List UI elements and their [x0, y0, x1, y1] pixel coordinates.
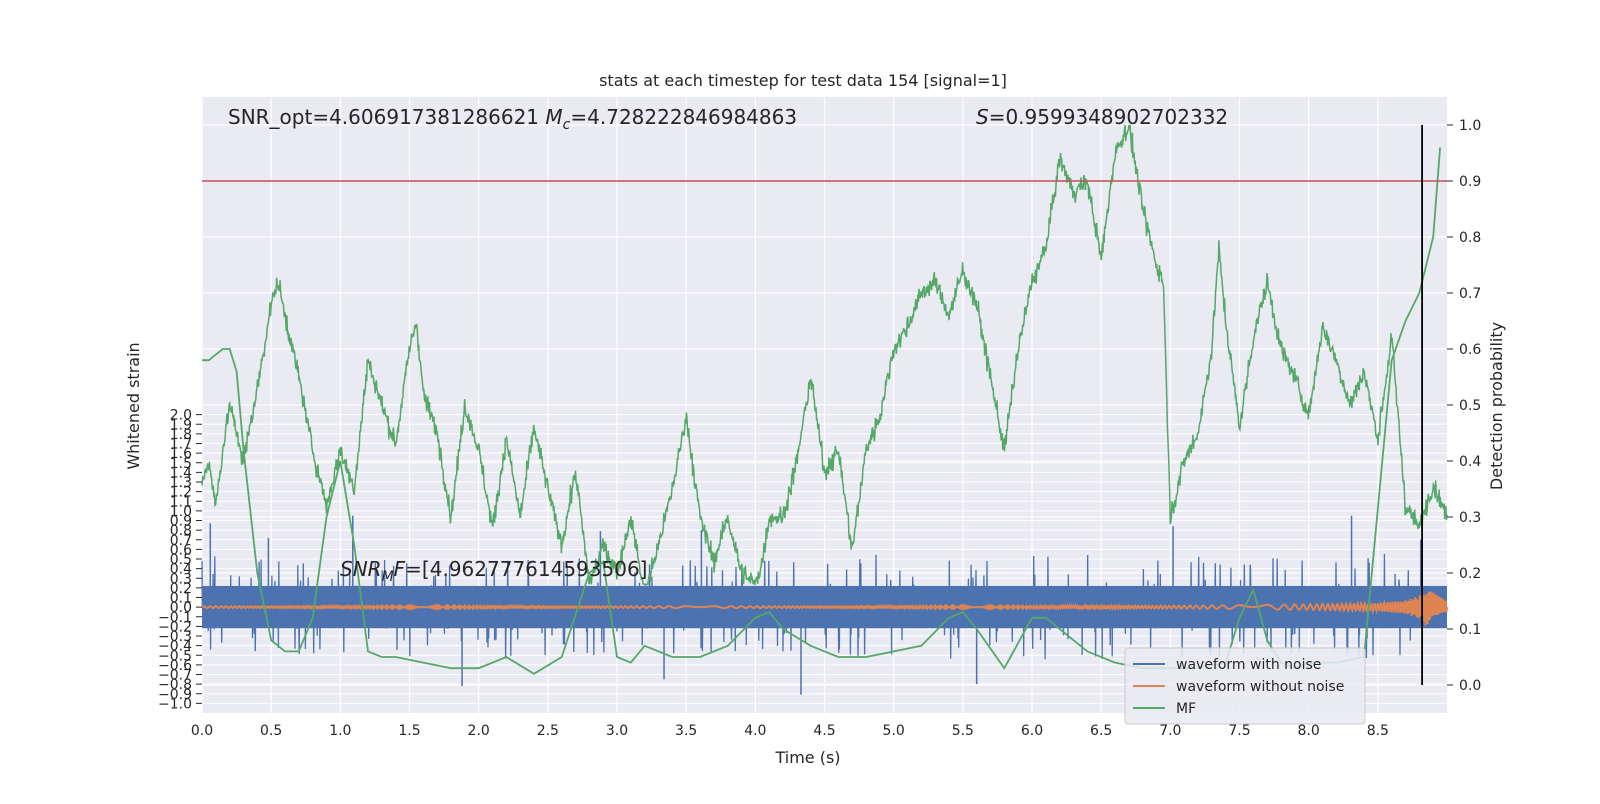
right-tick-label: 0.0 — [1459, 678, 1481, 694]
detection-probability-line — [201, 124, 1448, 588]
left-tick-label: 1.8 — [170, 427, 192, 443]
right-tick-label: 0.3 — [1459, 510, 1481, 526]
left-tick-label: 1.0 — [170, 504, 192, 520]
x-tick-label: 7.5 — [1228, 723, 1250, 739]
x-tick-label: 6.5 — [1090, 723, 1112, 739]
legend-box — [1124, 647, 1366, 725]
y-axis-left-label: Whitened strain — [124, 342, 143, 469]
annotation-snrmf-value: =[4.962777614593506] — [405, 557, 647, 581]
annotation-s-value: =0.9599348902702332 — [989, 105, 1228, 129]
legend-label-mf: MF — [1176, 701, 1196, 717]
left-tick-label: 0.0 — [170, 600, 192, 616]
axis-ticks: 0.0 0.5 1.0 1.5 2.0 2.5 3.0 3.5 4.0 4.5 5.0 5.5 6.0 6… — [158, 118, 1481, 739]
right-tick-label: 0.7 — [1459, 286, 1481, 302]
left-tick-label: 0.7 — [170, 533, 192, 549]
annotation-snrmf-sub: M — [382, 569, 394, 585]
left-tick-label: 2.0 — [170, 408, 192, 424]
left-tick-label: 0.6 — [170, 542, 192, 558]
annotation-snr-mf: SNRMF=[4.962777614593506] — [340, 557, 648, 585]
x-tick-label: 2.0 — [468, 723, 490, 739]
left-tick-label: −0.1 — [158, 610, 192, 626]
left-tick-label: 1.1 — [170, 494, 192, 510]
right-tick-label: 1.0 — [1459, 118, 1481, 134]
y-axis-right-label: Detection probability — [1487, 322, 1506, 490]
annotation-s-symbol: S — [976, 105, 989, 129]
left-tick-label: −0.4 — [158, 639, 192, 655]
legend-label-noisy: waveform with noise — [1176, 657, 1321, 673]
annotation-mc-value: =4.728222846984863 — [570, 105, 797, 129]
annotation-mc-sub: c — [563, 117, 571, 133]
series-detection-probability — [201, 124, 1448, 588]
x-tick-label: 4.0 — [744, 723, 766, 739]
left-tick-label: 0.1 — [170, 591, 192, 607]
x-tick-label: 2.5 — [537, 723, 559, 739]
left-tick-label: 0.4 — [170, 562, 192, 578]
mf-line — [202, 147, 1441, 675]
legend-label-clean: waveform without noise — [1176, 679, 1344, 695]
right-tick-label: 0.5 — [1459, 398, 1481, 414]
left-tick-label: 1.3 — [170, 475, 192, 491]
x-tick-label: 0.5 — [260, 723, 282, 739]
left-tick-label: 1.5 — [170, 456, 192, 472]
left-tick-label: −0.5 — [158, 648, 192, 664]
series-waveform-without-noise — [201, 591, 1448, 626]
annotation-snr-opt-text: SNR_opt=4.606917381286621 — [228, 105, 545, 129]
right-tick-label: 0.4 — [1459, 454, 1481, 470]
x-tick-label: 1.5 — [398, 723, 420, 739]
legend: waveform with noise waveform without noi… — [1124, 647, 1366, 725]
chart-title: stats at each timestep for test data 154… — [599, 71, 1007, 90]
annotation-snr-opt: SNR_opt=4.606917381286621 Mc=4.728222846… — [228, 105, 797, 133]
x-tick-label: 1.0 — [329, 723, 351, 739]
x-tick-label: 3.5 — [675, 723, 697, 739]
x-tick-label: 3.0 — [606, 723, 628, 739]
left-tick-label: −0.2 — [158, 619, 192, 635]
series-mf — [202, 147, 1441, 675]
x-axis-label: Time (s) — [774, 748, 840, 767]
left-tick-label: 1.9 — [170, 417, 192, 433]
annotation-s: S=0.9599348902702332 — [976, 105, 1228, 129]
left-tick-label: −0.6 — [158, 658, 192, 674]
left-tick-label: 0.9 — [170, 514, 192, 530]
x-tick-label: 0.0 — [191, 723, 213, 739]
right-tick-label: 0.9 — [1459, 174, 1481, 190]
left-tick-label: 1.4 — [170, 465, 192, 481]
left-tick-label: 0.3 — [170, 571, 192, 587]
left-tick-label: 0.8 — [170, 523, 192, 539]
left-tick-label: −0.8 — [158, 677, 192, 693]
x-tick-label: 5.5 — [952, 723, 974, 739]
annotation-snrmf-symbol: SNR — [340, 557, 382, 581]
right-tick-label: 0.8 — [1459, 230, 1481, 246]
left-tick-label: 1.6 — [170, 446, 192, 462]
annotation-mc-symbol: M — [545, 105, 562, 129]
left-tick-label: −0.3 — [158, 629, 192, 645]
left-tick-label: −1.0 — [158, 696, 192, 712]
left-tick-label: 0.5 — [170, 552, 192, 568]
clean-waveform-line — [201, 591, 1448, 626]
left-tick-label: 0.2 — [170, 581, 192, 597]
x-tick-label: 7.0 — [1159, 723, 1181, 739]
x-tick-label: 4.5 — [813, 723, 835, 739]
left-tick-label: 1.7 — [170, 437, 192, 453]
right-tick-label: 0.2 — [1459, 566, 1481, 582]
left-tick-label: −0.9 — [158, 687, 192, 703]
x-tick-label: 8.0 — [1298, 723, 1320, 739]
left-tick-label: −0.7 — [158, 668, 192, 684]
left-tick-label: 1.2 — [170, 485, 192, 501]
x-tick-label: 6.0 — [1021, 723, 1043, 739]
right-tick-label: 0.6 — [1459, 342, 1481, 358]
reference-lines — [202, 125, 1447, 685]
annotation-snrmf-tail: F — [394, 557, 406, 581]
x-tick-label: 5.0 — [883, 723, 905, 739]
x-tick-label: 8.5 — [1367, 723, 1389, 739]
right-tick-label: 0.1 — [1459, 622, 1481, 638]
